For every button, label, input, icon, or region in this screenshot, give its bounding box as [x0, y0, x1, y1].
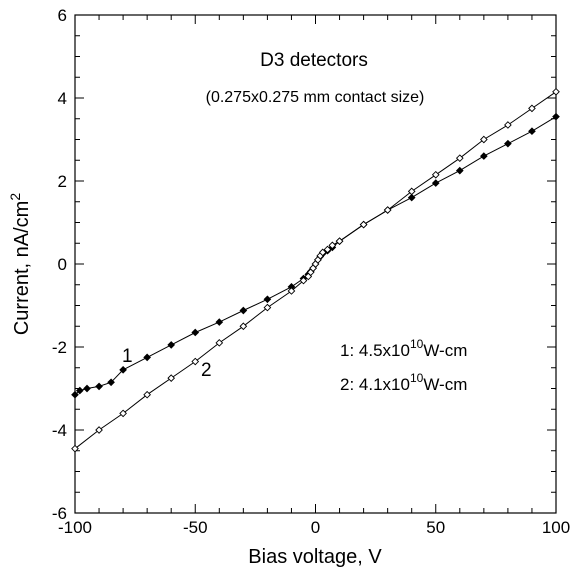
series-2-point — [71, 444, 79, 453]
y-tick-label: 0 — [58, 255, 67, 274]
series-2-point — [119, 409, 127, 418]
x-tick-label: 100 — [542, 518, 570, 537]
series-1-point — [71, 390, 79, 399]
series-2-point — [287, 287, 296, 295]
chart-subtitle: (0.275x0.275 mm contact size) — [206, 89, 425, 106]
series-2-point — [318, 248, 327, 257]
series-2-point — [299, 276, 308, 285]
series-2-point — [455, 154, 464, 163]
y-axis-title: Current, nA/cm2 — [7, 193, 33, 335]
series-2-point — [143, 390, 151, 399]
series-1-point — [431, 179, 440, 187]
series-2-point — [383, 206, 392, 214]
resistivity-label-1: 1: 4.5x1010W-cm — [340, 337, 467, 360]
series-1-point — [552, 112, 560, 121]
series-2-point — [359, 220, 368, 229]
series-2-point — [407, 187, 416, 196]
series-1-point — [504, 139, 512, 148]
x-tick-label: 0 — [311, 518, 320, 537]
series-1-point — [167, 341, 176, 349]
series-1-point — [239, 306, 248, 315]
series-2-point — [504, 121, 512, 129]
series-2-point — [335, 237, 344, 246]
y-tick-label: -4 — [52, 421, 67, 440]
x-axis-title: Bias voltage, V — [248, 546, 382, 568]
series-1-point — [407, 193, 416, 202]
x-tick-label: 50 — [426, 518, 445, 537]
series-2-point — [552, 87, 560, 96]
curve-label-2: 2 — [201, 360, 212, 381]
series-1-point — [107, 378, 115, 387]
series-2-point — [431, 170, 440, 179]
curve-label-1: 1 — [122, 346, 133, 367]
series-2-point — [239, 322, 248, 331]
series-2-point — [215, 339, 224, 347]
series-1-point — [75, 386, 84, 395]
series-2-point — [263, 303, 272, 312]
series-1-point — [143, 353, 151, 362]
series-2-point — [480, 135, 488, 144]
y-tick-label: 6 — [58, 6, 67, 25]
series-2-point — [528, 104, 536, 113]
series-2-point — [95, 426, 103, 434]
series-2-point — [323, 245, 332, 254]
y-tick-label: 2 — [58, 172, 67, 191]
axis-ticks — [74, 14, 557, 514]
series-2-point — [191, 357, 200, 366]
series-1-point — [215, 318, 224, 326]
resistivity-label-2: 2: 4.1x1010W-cm — [340, 371, 467, 394]
y-tick-label: -6 — [52, 504, 67, 523]
series-1-point — [455, 166, 464, 175]
y-tick-label: 4 — [58, 89, 67, 108]
series-1-point — [191, 328, 200, 337]
x-tick-label: -100 — [58, 518, 92, 537]
series-1-point — [263, 295, 272, 304]
series-2-point — [167, 374, 176, 382]
series-1-point — [528, 127, 536, 136]
series-1-point — [95, 382, 103, 391]
series-1-point — [480, 152, 488, 160]
series-1-point — [119, 365, 127, 374]
tick-labels: -100 -50 0 50 100 -6 -4 -2 0 2 4 6 — [52, 6, 570, 537]
y-tick-label: -2 — [52, 338, 67, 357]
series-2-point — [328, 241, 337, 250]
series-markers — [71, 87, 560, 453]
x-tick-label: -50 — [183, 518, 208, 537]
series-1-point — [83, 384, 91, 393]
chart-title: D3 detectors — [260, 50, 368, 71]
